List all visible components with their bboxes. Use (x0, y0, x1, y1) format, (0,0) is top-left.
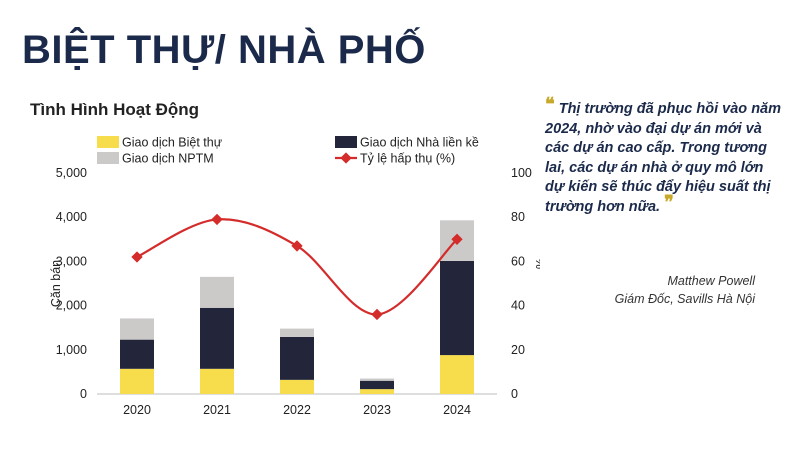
x-tick-label: 2022 (283, 403, 311, 417)
absorption-line (136, 218, 458, 316)
y2-tick-label: 20 (511, 343, 525, 357)
absorption-point (211, 213, 223, 226)
legend-label: Giao dịch Biệt thự (122, 136, 222, 150)
y2-tick-label: 100 (511, 166, 532, 180)
close-quote-icon: ❞ (664, 191, 674, 213)
y2-tick-label: 40 (511, 299, 525, 313)
bar-segment (200, 276, 234, 308)
open-quote-icon: ❝ (545, 94, 555, 115)
bar-segment (360, 389, 394, 394)
y-axis-label: Căn bán (49, 260, 63, 307)
legend-swatch (97, 136, 119, 148)
bar-segment (280, 379, 314, 394)
bar-segment (200, 368, 234, 394)
quote-author: Matthew Powell (667, 274, 755, 288)
bar-segment (440, 260, 474, 356)
x-tick-label: 2023 (363, 403, 391, 417)
bar-segment (200, 307, 234, 369)
quote-text: Thị trường đã phục hồi vào năm 2024, nhờ… (545, 101, 782, 215)
bar-segment (120, 318, 154, 340)
absorption-point (451, 233, 463, 245)
bar-segment (280, 336, 314, 380)
chart-title: Tình Hình Hoạt Động (30, 100, 200, 119)
x-tick-label: 2021 (203, 403, 231, 417)
y-tick-label: 1,000 (56, 343, 87, 357)
legend-label: Giao dịch NPTM (122, 152, 214, 166)
bar-segment (440, 355, 474, 394)
y2-tick-label: 80 (511, 210, 525, 224)
bar-segment (360, 380, 394, 390)
y2-tick-label: 0 (511, 387, 518, 401)
y-tick-label: 2,000 (56, 299, 87, 313)
slide-title: BIỆT THỰ/ NHÀ PHỐ (22, 28, 426, 72)
bar-segment (360, 378, 394, 381)
x-tick-label: 2020 (123, 403, 151, 417)
bar-segment (120, 368, 154, 394)
bar-segment (280, 328, 314, 337)
y-tick-label: 3,000 (56, 254, 87, 268)
quote-author-title: Giám Đốc, Savills Hà Nội (614, 292, 755, 306)
legend-label: Tỷ lệ hấp thụ (%) (360, 152, 455, 166)
y2-axis-label: % (533, 258, 540, 269)
legend-swatch (335, 136, 357, 148)
bar-segment (120, 339, 154, 369)
absorption-point (131, 251, 143, 263)
legend-label: Giao dịch Nhà liền kề (360, 136, 479, 150)
legend-swatch (97, 152, 119, 164)
y2-tick-label: 60 (511, 254, 525, 268)
y-tick-label: 5,000 (56, 166, 87, 180)
y-tick-label: 4,000 (56, 210, 87, 224)
quote-box: ❝ Thị trường đã phục hồi vào năm 2024, n… (545, 94, 785, 217)
quote-attribution: Matthew Powell Giám Đốc, Savills Hà Nội (615, 272, 755, 308)
x-tick-label: 2024 (443, 403, 471, 417)
absorption-point (371, 308, 383, 321)
y-tick-label: 0 (80, 387, 87, 401)
absorption-point (291, 240, 303, 252)
stacked-bar-line-chart: 0 1,000 2,000 3,000 4,000 5,000 0 20 40 60 80 100 Că… (49, 136, 540, 418)
legend-marker (340, 152, 352, 164)
